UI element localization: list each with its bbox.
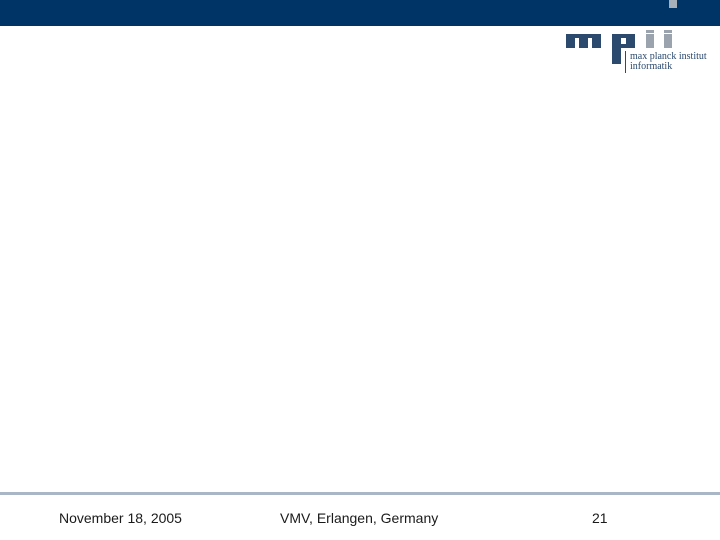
footer-venue: VMV, Erlangen, Germany xyxy=(280,510,439,526)
logo-line-2: informatik xyxy=(630,61,673,72)
header-bar xyxy=(0,0,720,26)
logo-line-1: max planck institut xyxy=(630,51,707,62)
footer-page-number: 21 xyxy=(592,510,608,526)
slide-content-area xyxy=(0,80,720,490)
header-accent-mark xyxy=(669,0,677,8)
logo-wordmark: max planck institut informatik xyxy=(630,52,707,72)
footer-divider xyxy=(0,492,720,495)
mpii-logo: max planck institut informatik xyxy=(566,30,718,76)
mpii-logo-icon xyxy=(566,30,672,73)
footer-date: November 18, 2005 xyxy=(59,510,182,526)
